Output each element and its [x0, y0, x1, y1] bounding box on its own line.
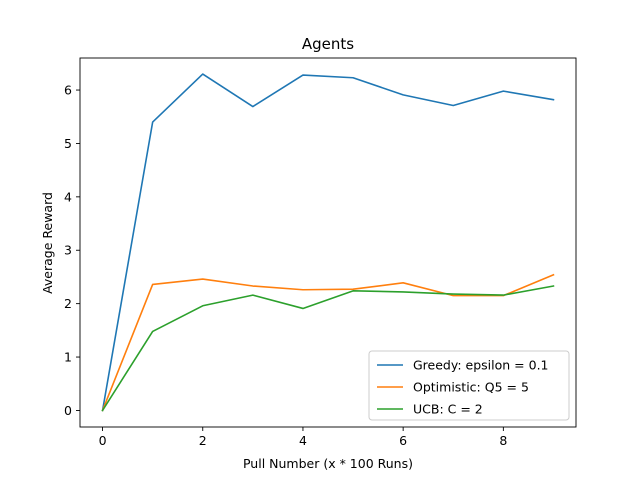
x-tick-label-6: 6 — [399, 433, 407, 448]
y-axis-title: Average Reward — [40, 192, 55, 294]
y-tick-label-4: 4 — [64, 189, 72, 204]
y-tick-label-0: 0 — [64, 403, 72, 418]
x-tick-label-2: 2 — [199, 433, 207, 448]
axes-frame — [79, 57, 577, 428]
y-tick-label-2: 2 — [64, 296, 72, 311]
x-tick-label-8: 8 — [499, 433, 507, 448]
x-axis-title: Pull Number (x * 100 Runs) — [243, 456, 413, 471]
legend-label-0: Greedy: epsilon = 0.1 — [413, 358, 549, 373]
x-tick-label-4: 4 — [299, 433, 307, 448]
y-tick-label-6: 6 — [64, 83, 72, 98]
series-line-0 — [101, 73, 555, 412]
legend-box — [368, 350, 570, 421]
plot-area: 0 2 4 6 8 0 1 2 3 4 5 6 Greedy: epsilon = 0.1 Optimis… — [64, 57, 577, 448]
y-tick-label-1: 1 — [64, 350, 72, 365]
series-line-2 — [101, 285, 555, 412]
legend-label-1: Optimistic: Q5 = 5 — [413, 380, 529, 395]
legend-label-2: UCB: C = 2 — [413, 402, 483, 417]
y-tick-label-3: 3 — [64, 243, 72, 258]
series-line-1 — [101, 273, 555, 412]
y-tick-label-5: 5 — [64, 136, 72, 151]
chart-title: Agents — [302, 35, 354, 53]
x-tick-label-0: 0 — [99, 433, 107, 448]
